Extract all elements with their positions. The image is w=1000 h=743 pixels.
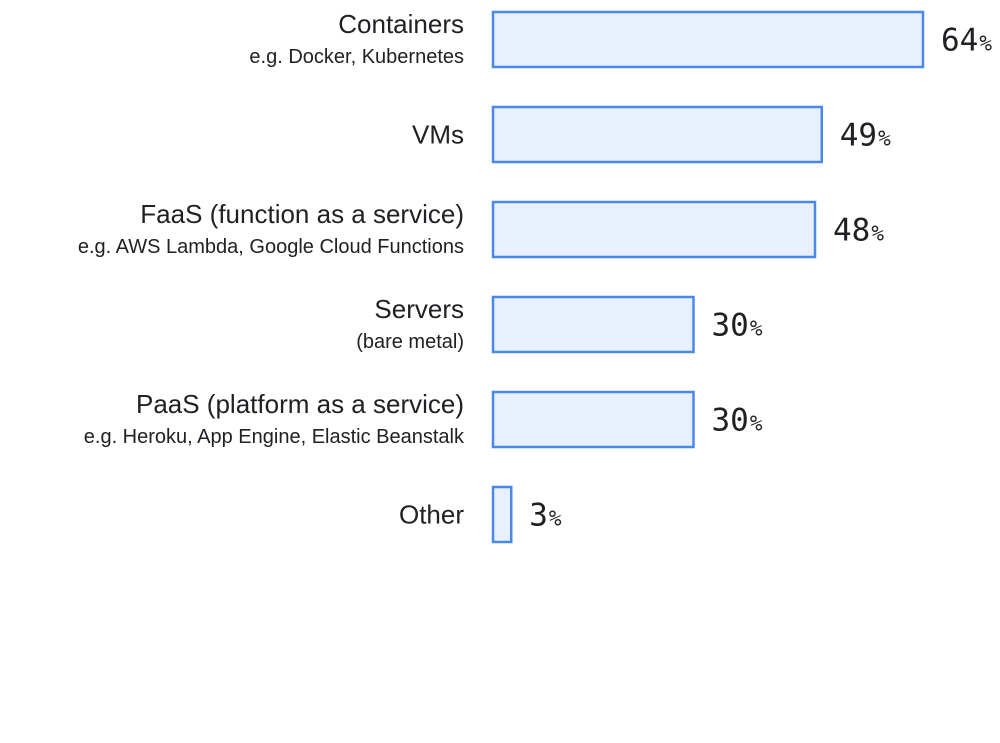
- bar-faas-function-as-a-service: [491, 200, 817, 259]
- bar-paas-platform-as-a-service: [491, 390, 695, 449]
- value-label: 3%: [529, 498, 562, 534]
- bar-containers: [491, 10, 925, 69]
- category-label: Other: [399, 500, 464, 530]
- category-sublabel: (bare metal): [356, 331, 464, 353]
- value-label: 30%: [712, 308, 763, 344]
- category-sublabel: e.g. Docker, Kubernetes: [249, 46, 464, 68]
- bar-vms: [491, 105, 823, 164]
- value-label: 64%: [941, 23, 992, 59]
- bar-other: [491, 485, 513, 544]
- category-label: VMs: [412, 120, 464, 150]
- value-label: 30%: [712, 403, 763, 439]
- category-label: Servers: [374, 294, 464, 324]
- value-label: 49%: [840, 118, 891, 154]
- category-label: FaaS (function as a service): [140, 199, 464, 229]
- category-sublabel: e.g. AWS Lambda, Google Cloud Functions: [78, 236, 464, 258]
- category-label: PaaS (platform as a service): [136, 389, 464, 419]
- category-sublabel: e.g. Heroku, App Engine, Elastic Beansta…: [84, 426, 465, 448]
- category-label: Containers: [338, 9, 464, 39]
- bars-layer: Containers e.g. Docker, Kubernetes 64% VMs 4…: [78, 9, 992, 544]
- bar-servers: [491, 295, 695, 354]
- value-label: 48%: [833, 213, 884, 249]
